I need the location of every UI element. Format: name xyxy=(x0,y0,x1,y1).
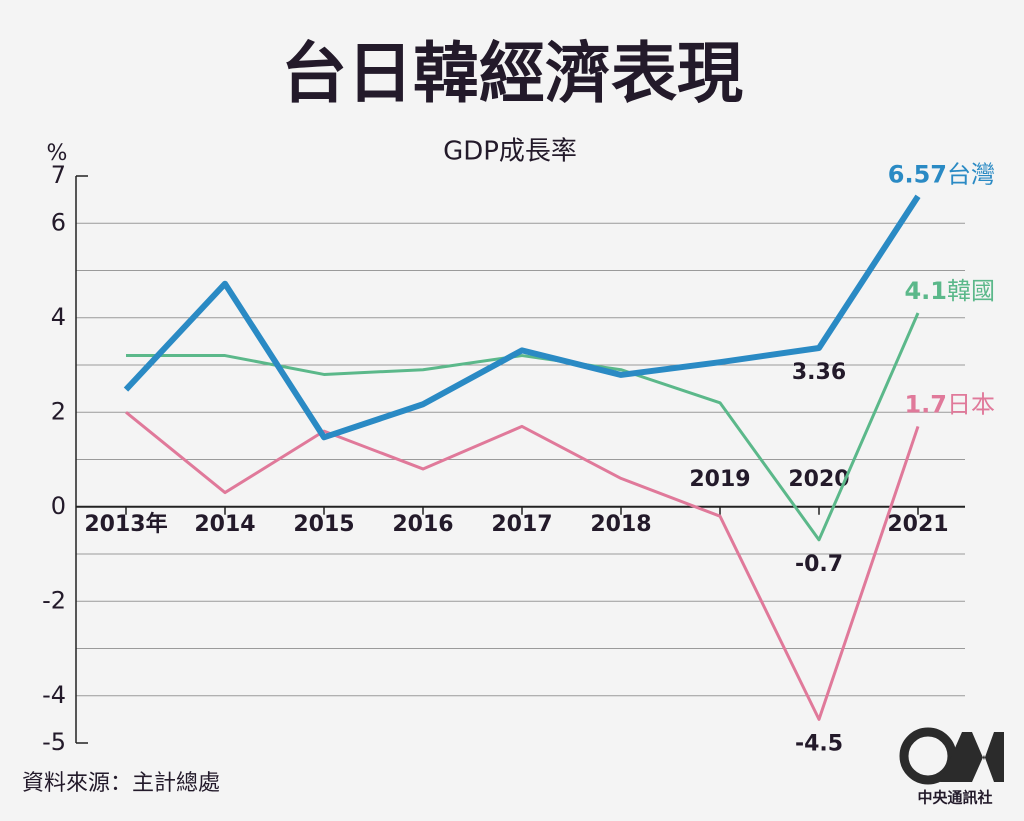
legend-entry: 台灣 xyxy=(947,160,995,188)
x-tick-label: 2015 xyxy=(293,512,354,537)
source: 資料來源：主計總處 xyxy=(22,771,220,796)
x-tick-label: 2018 xyxy=(590,512,651,537)
y-tick-label: -2 xyxy=(42,586,66,614)
y-tick-label: -5 xyxy=(42,728,66,756)
value-label: -4.5 xyxy=(795,731,843,756)
y-tick-label: -4 xyxy=(42,681,66,709)
end-label: 1.7日本 xyxy=(904,390,995,418)
end-label: 4.1韓國 xyxy=(904,277,995,305)
x-tick-label: 2021 xyxy=(887,512,948,537)
y-tick-label: 6 xyxy=(51,208,66,236)
series-line xyxy=(125,411,920,721)
x-tick-label: 2019 xyxy=(689,467,750,492)
chart-title: 台日韓經濟表現 xyxy=(281,35,743,112)
x-tick-label: 2013年 xyxy=(84,511,167,537)
legend-entry: 韓國 xyxy=(947,277,995,305)
logo-mark xyxy=(899,727,1004,785)
end-label: 6.57台灣 xyxy=(888,160,995,188)
chart-subtitle: GDP成長率 xyxy=(443,137,577,167)
y-tick-label: 7 xyxy=(51,161,66,189)
y-axis-label: % xyxy=(47,141,68,166)
x-tick-label: 2020 xyxy=(788,467,849,492)
series-line xyxy=(126,312,920,542)
value-label: 6.57 xyxy=(888,160,947,188)
value-label: 1.7 xyxy=(904,390,947,418)
value-label: 4.1 xyxy=(904,277,947,305)
y-tick-label: 4 xyxy=(51,303,66,331)
y-tick-label: 0 xyxy=(51,492,66,520)
x-tick-label: 2016 xyxy=(392,512,453,537)
value-label: -0.7 xyxy=(795,552,843,577)
y-tick-label: 2 xyxy=(51,397,66,425)
x-tick-label: 2014 xyxy=(194,512,255,537)
logo-text: 中央通訊社 xyxy=(917,789,992,807)
legend-entry: 日本 xyxy=(947,390,995,418)
value-label: 3.36 xyxy=(792,360,846,385)
series-line xyxy=(123,194,921,441)
x-tick-label: 2017 xyxy=(491,512,552,537)
